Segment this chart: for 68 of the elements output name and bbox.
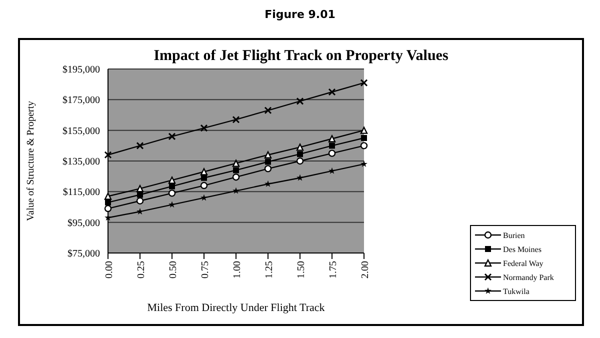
point <box>328 135 336 142</box>
point <box>232 174 240 181</box>
y-tick-label: $135,000 <box>62 156 100 168</box>
point <box>232 187 240 194</box>
point <box>360 142 368 150</box>
point <box>201 174 207 181</box>
point <box>328 88 336 96</box>
y-tick-label: $195,000 <box>62 64 100 76</box>
point <box>264 180 272 187</box>
x-tick-label: 0.00 <box>104 261 116 278</box>
point <box>328 150 336 157</box>
legend-label: Des Moines <box>503 244 542 254</box>
point <box>264 106 272 114</box>
point <box>137 192 143 198</box>
point <box>232 160 240 167</box>
point <box>297 151 303 158</box>
point <box>296 97 304 105</box>
point <box>136 185 144 192</box>
x-tick-label: 0.50 <box>168 261 180 278</box>
legend-label: Burien <box>503 230 525 240</box>
point <box>361 135 367 141</box>
legend-label: Tukwila <box>503 286 530 296</box>
point <box>233 167 239 174</box>
point <box>104 151 112 159</box>
x-tick-label: 1.25 <box>264 261 276 278</box>
x-tick-label: 1.50 <box>296 261 308 278</box>
point <box>168 176 176 184</box>
x-tick-label: 1.00 <box>232 261 244 278</box>
point <box>265 158 271 165</box>
chart-title: Impact of Jet Flight Track on Property Values <box>152 48 450 65</box>
y-axis-title: Value of Structure & Property <box>26 101 37 221</box>
point <box>136 208 144 215</box>
x-axis-title: Miles From Directly Under Flight Track <box>147 302 326 314</box>
point <box>200 194 208 201</box>
point <box>168 132 176 140</box>
point <box>168 201 176 208</box>
point <box>200 182 208 190</box>
point <box>136 142 144 150</box>
y-tick-label: $175,000 <box>62 95 100 106</box>
legend-label: Federal Way <box>503 258 544 268</box>
point <box>296 157 304 165</box>
y-tick-label: $155,000 <box>62 126 100 137</box>
point <box>169 183 175 190</box>
point <box>360 79 368 87</box>
point <box>105 199 111 206</box>
y-tick-label: $115,000 <box>62 187 100 198</box>
point <box>104 204 112 212</box>
point <box>264 165 272 172</box>
y-tick-label: $75,000 <box>68 248 100 260</box>
x-tick-label: 2.00 <box>360 261 372 278</box>
x-tick-label: 1.75 <box>328 261 340 278</box>
x-tick-label: 0.75 <box>200 261 212 278</box>
y-tick-label: $95,000 <box>68 218 100 229</box>
point <box>329 142 335 149</box>
x-tick-label: 0.25 <box>136 261 148 278</box>
point <box>168 190 176 197</box>
point <box>296 144 304 151</box>
point <box>328 167 336 174</box>
point <box>360 160 368 167</box>
point <box>232 116 240 124</box>
point <box>200 168 208 176</box>
point <box>360 126 368 134</box>
point <box>264 151 272 158</box>
point <box>136 197 144 204</box>
legend-label: Normandy Park <box>503 272 554 282</box>
caption: Figure 9.01 <box>264 8 336 21</box>
point <box>296 174 304 181</box>
point <box>200 124 208 132</box>
